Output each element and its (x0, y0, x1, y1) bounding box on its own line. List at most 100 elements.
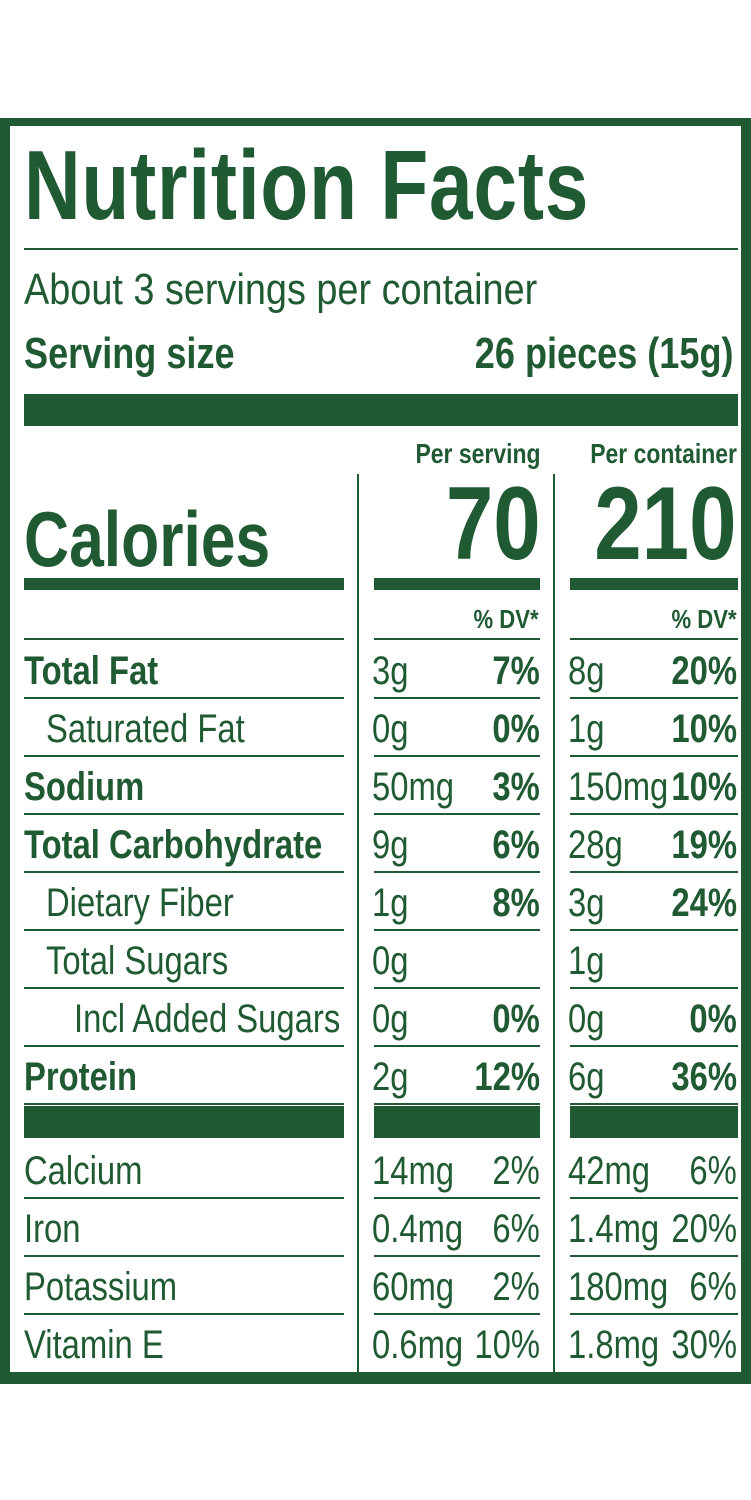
row-divider (24, 987, 344, 989)
container-amount: 8g (568, 649, 605, 693)
servings-per-container: About 3 servings per container (24, 265, 538, 314)
row-divider (24, 813, 344, 815)
serving-dv: 3% (492, 765, 540, 809)
container-dv: 20% (671, 1207, 737, 1251)
container-dv: 24% (671, 881, 737, 925)
container-amount: 1.4mg (568, 1207, 660, 1251)
row-divider (570, 987, 738, 989)
row-divider (570, 697, 738, 699)
calories-bar (374, 578, 540, 590)
container-amount: 6g (568, 1055, 605, 1099)
serving-dv: 12% (474, 1055, 540, 1099)
calories-bar (570, 578, 738, 590)
nutrient-label: Total Fat (24, 649, 159, 693)
serving-dv: 2% (492, 1265, 540, 1309)
row-divider (24, 697, 344, 699)
row-divider (24, 1197, 344, 1199)
row-divider (570, 813, 738, 815)
dv-header-serving: % DV* (473, 604, 539, 634)
calories-label: Calories (24, 495, 271, 583)
container-amount: 3g (568, 881, 605, 925)
nutrient-label: Total Carbohydrate (24, 823, 323, 867)
serving-dv: 6% (492, 823, 540, 867)
serving-dv: 7% (492, 649, 540, 693)
row-divider (24, 1045, 344, 1047)
row-divider (374, 1197, 540, 1199)
row-divider (570, 755, 738, 757)
row-divider (374, 813, 540, 815)
serving-amount: 0g (372, 997, 409, 1041)
row-divider (374, 1255, 540, 1257)
container-amount: 1g (568, 707, 605, 751)
nutrition-panel (10, 126, 741, 1372)
nutrient-label: Potassium (24, 1265, 178, 1309)
serving-amount: 0g (372, 707, 409, 751)
serving-dv: 6% (492, 1207, 540, 1251)
column-divider (553, 474, 555, 1372)
column-divider (357, 474, 359, 1372)
thick-divider (570, 1106, 738, 1138)
serving-amount: 2g (372, 1055, 409, 1099)
row-divider (570, 1103, 738, 1105)
row-divider (374, 697, 540, 699)
row-divider (570, 1197, 738, 1199)
container-amount: 180mg (568, 1265, 669, 1309)
serving-size-value: 26 pieces (15g) (474, 329, 733, 378)
row-divider (24, 1313, 344, 1315)
per-serving-header: Per serving (415, 438, 541, 469)
container-dv: 6% (689, 1265, 737, 1309)
serving-amount: 50mg (372, 765, 455, 809)
nutrient-label: Total Sugars (46, 939, 229, 983)
row-divider (374, 871, 540, 873)
serving-amount: 3g (372, 649, 409, 693)
row-divider (24, 929, 344, 931)
serving-amount: 1g (372, 881, 409, 925)
row-divider (570, 1045, 738, 1047)
container-dv: 19% (671, 823, 737, 867)
row-divider (374, 1313, 540, 1315)
divider (374, 638, 540, 640)
serving-dv: 0% (492, 997, 540, 1041)
row-divider (24, 871, 344, 873)
serving-dv: 2% (492, 1149, 540, 1193)
serving-amount: 0.4mg (372, 1207, 464, 1251)
container-dv: 36% (671, 1055, 737, 1099)
container-dv: 6% (689, 1149, 737, 1193)
row-divider (570, 1313, 738, 1315)
per-container-header: Per container (590, 438, 737, 469)
container-dv: 20% (671, 649, 737, 693)
divider (24, 248, 738, 250)
container-amount: 42mg (568, 1149, 651, 1193)
row-divider (24, 755, 344, 757)
container-amount: 28g (568, 823, 623, 867)
serving-dv: 10% (474, 1323, 540, 1367)
serving-dv: 8% (492, 881, 540, 925)
serving-amount: 60mg (372, 1265, 455, 1309)
container-dv: 10% (671, 765, 737, 809)
row-divider (374, 755, 540, 757)
nutrient-label: Saturated Fat (46, 707, 245, 751)
container-amount: 1g (568, 939, 605, 983)
thick-divider (24, 394, 738, 426)
row-divider (570, 1255, 738, 1257)
divider (24, 638, 344, 640)
calories-per-serving: 70 (446, 466, 541, 582)
serving-size-label: Serving size (24, 329, 235, 378)
nutrient-label: Incl Added Sugars (74, 997, 341, 1041)
nutrient-label: Vitamin E (24, 1323, 164, 1367)
container-dv: 30% (671, 1323, 737, 1367)
thick-divider (374, 1106, 540, 1138)
serving-amount: 0g (372, 939, 409, 983)
serving-amount: 0.6mg (372, 1323, 464, 1367)
serving-amount: 14mg (372, 1149, 455, 1193)
row-divider (24, 1255, 344, 1257)
nutrient-label: Iron (24, 1207, 81, 1251)
row-divider (374, 929, 540, 931)
nutrition-facts-title: Nutrition Facts (24, 130, 590, 240)
calories-per-container: 210 (594, 466, 737, 582)
serving-amount: 9g (372, 823, 409, 867)
nutrient-label: Sodium (24, 765, 145, 809)
calories-bar (24, 578, 344, 590)
row-divider (374, 1045, 540, 1047)
nutrient-label: Dietary Fiber (46, 881, 234, 925)
